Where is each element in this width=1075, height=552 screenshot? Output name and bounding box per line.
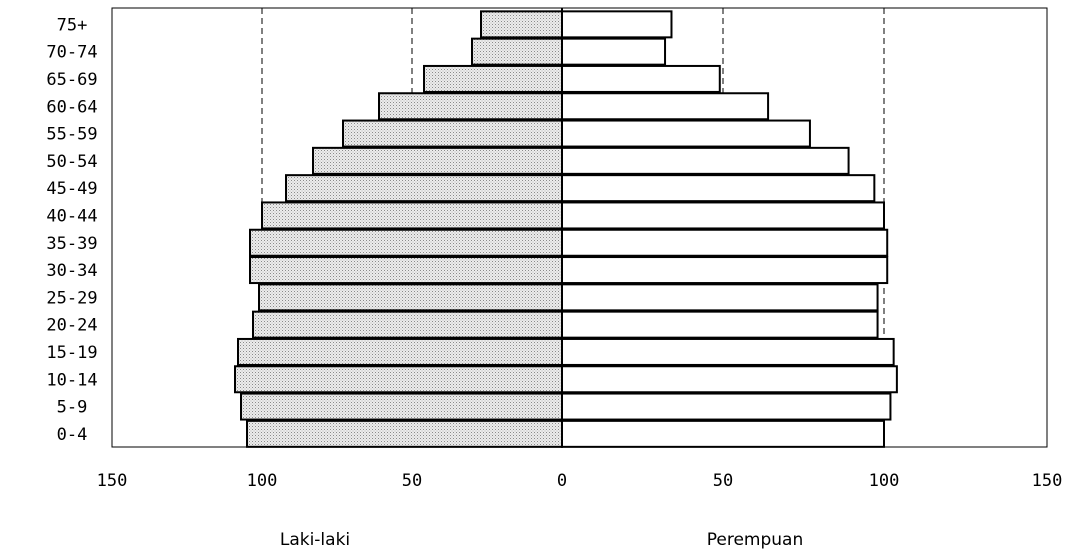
x-tick-label: 150 — [97, 471, 128, 491]
bar-perempuan-40-44 — [561, 201, 885, 230]
x-tick-label: 50 — [713, 471, 733, 491]
bar-laki-laki-10-14 — [234, 365, 563, 394]
bar-laki-laki-30-34 — [249, 256, 563, 285]
bar-laki-laki-45-49 — [285, 174, 563, 203]
bar-laki-laki-20-24 — [252, 310, 563, 339]
bar-laki-laki-0-4 — [246, 419, 563, 448]
bar-perempuan-30-34 — [561, 256, 889, 285]
y-tick-label: 60-64 — [46, 97, 97, 117]
bar-perempuan-70-74 — [561, 37, 667, 66]
bar-perempuan-15-19 — [561, 337, 895, 366]
y-tick-label: 5-9 — [57, 398, 88, 418]
y-tick-label: 45-49 — [46, 179, 97, 199]
y-tick-label: 10-14 — [46, 370, 97, 390]
bar-laki-laki-55-59 — [342, 119, 563, 148]
bar-laki-laki-75+ — [480, 10, 563, 39]
x-axis-title-right: Perempuan — [707, 530, 804, 550]
bar-perempuan-20-24 — [561, 310, 879, 339]
bar-perempuan-35-39 — [561, 228, 889, 257]
x-tick-labels: 150 100 50 0 50 100 150 — [97, 471, 1063, 491]
x-tick-label: 100 — [247, 471, 278, 491]
y-tick-label: 35-39 — [46, 234, 97, 254]
y-tick-label: 0-4 — [57, 425, 88, 445]
bar-perempuan-60-64 — [561, 92, 770, 121]
y-tick-label: 25-29 — [46, 288, 97, 308]
bar-laki-laki-25-29 — [258, 283, 563, 312]
x-tick-label: 50 — [402, 471, 422, 491]
bar-perempuan-55-59 — [561, 119, 811, 148]
y-tick-label: 30-34 — [46, 261, 97, 281]
bar-perempuan-25-29 — [561, 283, 879, 312]
laki-laki-bars — [234, 10, 563, 448]
bar-perempuan-50-54 — [561, 146, 850, 175]
bar-laki-laki-5-9 — [240, 392, 563, 421]
x-tick-label: 100 — [869, 471, 900, 491]
bar-perempuan-0-4 — [561, 419, 885, 448]
y-tick-label: 75+ — [57, 15, 88, 35]
y-tick-label: 40-44 — [46, 206, 97, 226]
bar-laki-laki-70-74 — [471, 37, 563, 66]
bar-laki-laki-35-39 — [249, 228, 563, 257]
y-tick-label: 50-54 — [46, 152, 97, 172]
y-tick-label: 20-24 — [46, 316, 97, 336]
bar-laki-laki-15-19 — [237, 337, 563, 366]
x-tick-label: 150 — [1032, 471, 1063, 491]
perempuan-bars — [561, 10, 898, 448]
bar-laki-laki-40-44 — [261, 201, 563, 230]
bar-perempuan-45-49 — [561, 174, 876, 203]
bar-perempuan-10-14 — [561, 365, 898, 394]
bar-laki-laki-65-69 — [423, 64, 563, 93]
x-axis-title-left: Laki-laki — [280, 530, 350, 550]
y-tick-label: 15-19 — [46, 343, 97, 363]
bar-laki-laki-60-64 — [378, 92, 563, 121]
y-tick-label: 65-69 — [46, 70, 97, 90]
y-tick-label: 70-74 — [46, 43, 97, 63]
y-tick-label: 55-59 — [46, 125, 97, 145]
bar-perempuan-5-9 — [561, 392, 892, 421]
bar-perempuan-75+ — [561, 10, 673, 39]
y-tick-labels: 0-4 5-9 10-14 15-19 20-24 25-29 30-34 35-39 40-4… — [46, 15, 97, 445]
x-tick-label: 0 — [557, 471, 567, 491]
bar-laki-laki-50-54 — [312, 146, 563, 175]
bar-perempuan-65-69 — [561, 64, 721, 93]
